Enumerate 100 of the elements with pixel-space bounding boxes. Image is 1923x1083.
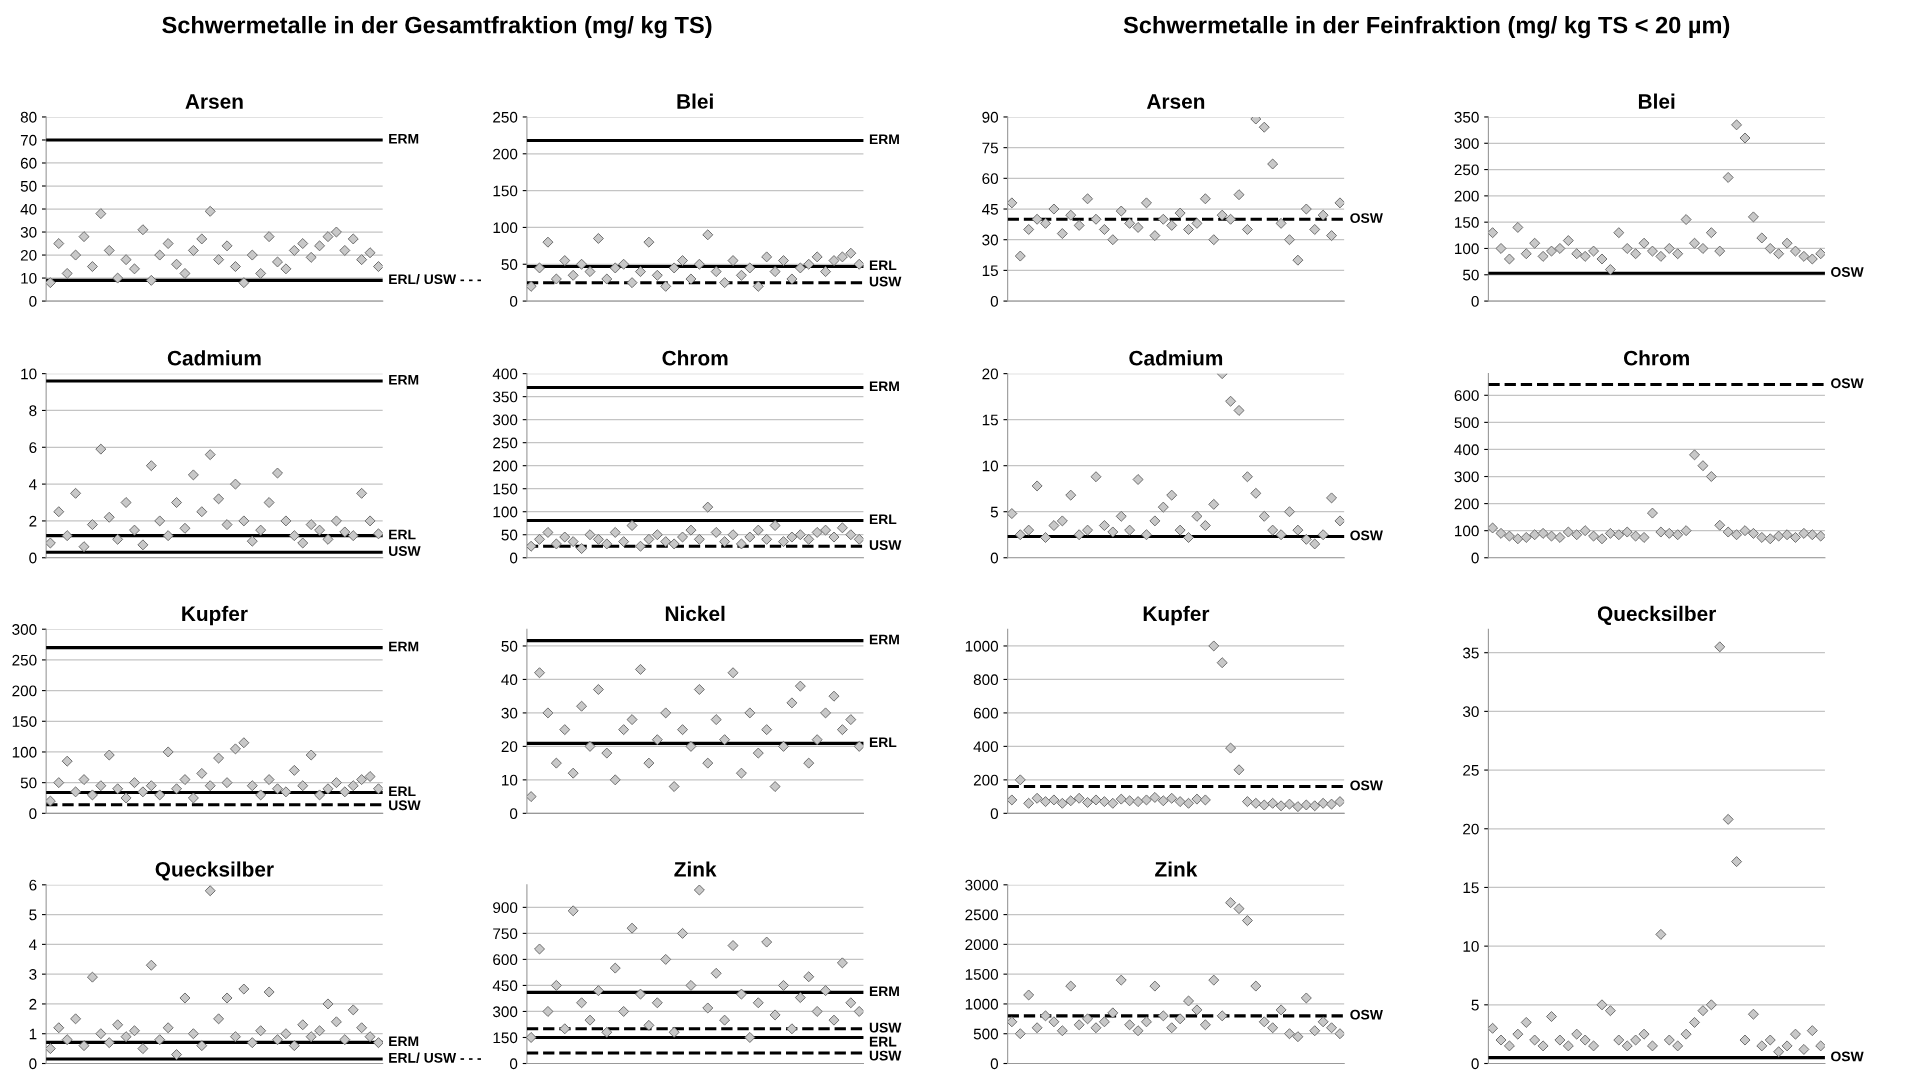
y-tick-label: 500 (1454, 417, 1479, 429)
y-tick-label: 0 (29, 1058, 37, 1070)
ref-line-label: ERM (389, 1036, 419, 1046)
y-tick-label: 5 (990, 506, 998, 518)
y-tick-label: 0 (990, 552, 999, 564)
y-tick-label: 2 (29, 998, 37, 1010)
ref-line-label: USW (389, 800, 421, 811)
y-tick-label: 200 (973, 774, 999, 786)
chart-title: Chrom (1623, 350, 1689, 366)
y-tick-label: 200 (493, 460, 518, 472)
y-tick-label: 150 (1455, 217, 1479, 228)
y-tick-label: 150 (493, 483, 518, 495)
y-tick-label: 3 (29, 969, 37, 980)
chart-title: Arsen (1146, 94, 1205, 109)
y-tick-label: 250 (12, 654, 37, 666)
y-tick-label: 80 (20, 111, 37, 123)
y-tick-label: 900 (493, 902, 518, 914)
ref-line-label: ERL (389, 786, 416, 797)
y-tick-label: 40 (20, 203, 37, 215)
y-tick-label: 0 (1471, 1058, 1479, 1070)
y-tick-label: 100 (1455, 243, 1479, 255)
y-tick-label: 150 (12, 716, 37, 727)
y-tick-label: 20 (982, 368, 999, 380)
y-tick-label: 300 (492, 414, 518, 426)
y-tick-label: 50 (501, 259, 518, 270)
y-tick-label: 0 (29, 808, 37, 820)
y-tick-label: 75 (982, 142, 998, 154)
y-tick-label: 600 (1454, 390, 1479, 401)
y-tick-label: 200 (1454, 498, 1479, 510)
ref-line-label: OSW (1350, 780, 1383, 791)
y-tick-label: 20 (1463, 823, 1479, 835)
y-tick-label: 2000 (965, 939, 999, 951)
y-tick-label: 2500 (965, 909, 999, 921)
y-tick-label: 10 (21, 272, 37, 284)
y-tick-label: 5 (29, 909, 37, 921)
y-tick-label: 20 (20, 249, 37, 261)
y-tick-label: 10 (21, 368, 37, 380)
y-tick-label: 1000 (965, 998, 999, 1010)
y-tick-label: 450 (492, 980, 518, 992)
y-tick-label: 60 (982, 173, 999, 185)
text: Schwermetalle in der Feinfraktion (mg/ kg TS < 20 µm) (1123, 16, 1730, 39)
y-tick-label: 250 (493, 437, 518, 449)
y-tick-label: 300 (12, 624, 37, 635)
ref-line-label: OSW (1831, 267, 1864, 277)
ref-line-label: ERL/ USW - - - (389, 273, 482, 285)
ref-line-label: ERL (389, 529, 416, 540)
ref-line-label: OSW (1831, 378, 1864, 389)
y-tick-label: 0 (1471, 552, 1479, 564)
ref-line-label: ERL/ USW - - - (389, 1052, 482, 1063)
y-tick-label: 4 (28, 939, 37, 950)
ref-line-label: ERM (869, 134, 899, 145)
chart-title: Quecksilber (1597, 605, 1716, 625)
y-tick-label: 150 (493, 1032, 518, 1044)
y-tick-label: 30 (1462, 706, 1479, 718)
y-tick-label: 10 (502, 774, 518, 786)
y-tick-label: 1500 (965, 969, 999, 980)
y-tick-label: 6 (29, 442, 37, 453)
y-tick-label: 8 (29, 405, 37, 417)
y-tick-label: 3000 (965, 879, 999, 891)
y-tick-label: 100 (12, 746, 37, 758)
y-tick-label: 30 (20, 226, 37, 238)
ref-line-label: ERM (869, 381, 899, 392)
chart-title: Chrom (662, 350, 728, 366)
ref-line-label: ERL (869, 514, 897, 525)
y-tick-label: 100 (1455, 525, 1479, 537)
y-tick-label: 200 (493, 148, 518, 160)
y-tick-label: 0 (1471, 295, 1479, 307)
y-tick-label: 0 (29, 552, 37, 564)
chart-title: Quecksilber (155, 861, 274, 881)
y-tick-label: 5 (1471, 999, 1479, 1011)
y-tick-label: 40 (501, 674, 518, 686)
y-tick-label: 30 (982, 234, 999, 246)
y-tick-label: 250 (1454, 164, 1479, 176)
ref-line-label: ERM (869, 986, 899, 996)
chart-title: Blei (677, 93, 713, 109)
y-tick-label: 6 (29, 879, 37, 891)
chart-title: Kupfer (1143, 605, 1210, 626)
chart-title: Cadmium (167, 350, 261, 366)
y-tick-label: 50 (1462, 269, 1479, 281)
y-tick-label: 1000 (965, 640, 999, 652)
chart-title: Nickel (665, 605, 725, 622)
ref-line-label: ERM (389, 134, 419, 144)
y-tick-label: 45 (981, 204, 998, 215)
y-tick-label: 350 (492, 391, 518, 403)
y-tick-label: 50 (501, 640, 518, 652)
chart-title: Kupfer (182, 605, 248, 626)
ref-line-label: ERL (869, 1036, 897, 1047)
y-tick-label: 0 (990, 295, 999, 307)
y-tick-label: 0 (509, 1058, 518, 1070)
y-tick-label: 50 (20, 180, 37, 192)
y-tick-label: 100 (493, 506, 518, 518)
y-tick-label: 25 (1463, 764, 1479, 776)
ref-line-label: OSW (1350, 213, 1383, 223)
ref-line-label: ERM (869, 634, 899, 645)
ref-line-label: ERM (389, 375, 419, 385)
ref-line-label: USW (869, 276, 902, 287)
y-tick-label: 50 (501, 529, 518, 541)
y-tick-label: 0 (29, 295, 37, 307)
y-tick-label: 400 (973, 741, 999, 753)
ref-line-label: ERM (389, 641, 419, 652)
